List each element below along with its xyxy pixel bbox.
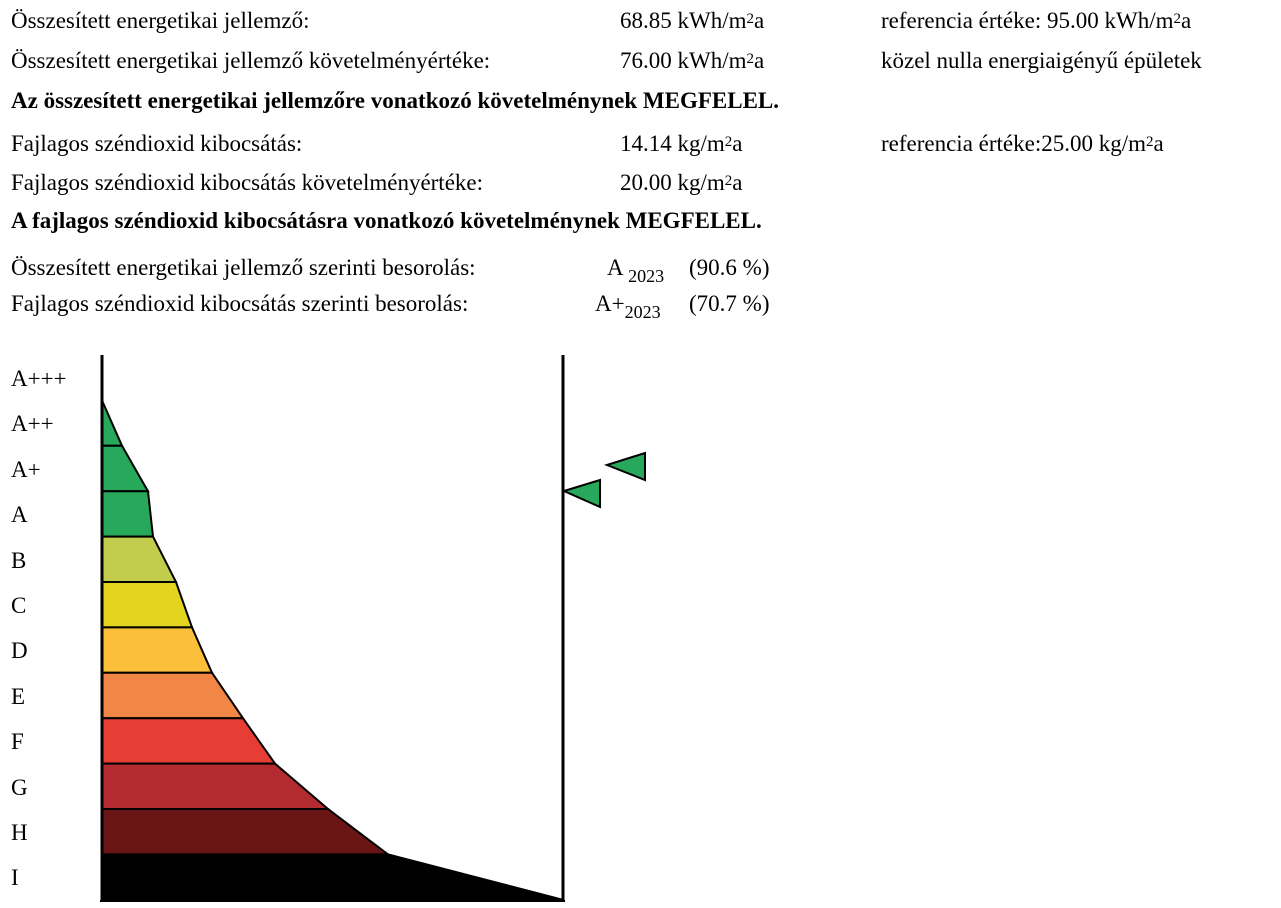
energy-requirement-label: Összesített energetikai jellemző követel… [11, 48, 491, 73]
energy-rating-marker-icon [561, 478, 601, 509]
scale-band-i [101, 853, 564, 901]
scale-band-aplusplus [101, 399, 124, 447]
energy-verdict: Az összesített energetikai jellemzőre vo… [11, 88, 780, 113]
scale-band-f [101, 717, 277, 765]
rating-energy-class: A 2023 [607, 255, 665, 286]
class-label-aplus: A+ [11, 456, 41, 482]
energy-reference: referencia értéke: 95.00 kWh/m2a [881, 8, 1192, 33]
co2-value: 14.14 kg/m2a [620, 131, 743, 156]
class-label-e: E [11, 683, 26, 709]
co2-reference: referencia értéke:25.00 kg/m2a [881, 131, 1164, 156]
co2-label: Fajlagos széndioxid kibocsátás: [11, 131, 303, 156]
scale-band-h [101, 808, 391, 856]
scale-band-g [101, 762, 331, 810]
energy-requirement-value: 76.00 kWh/m2a [620, 48, 765, 73]
rating-energy-label: Összesített energetikai jellemző szerint… [11, 255, 476, 280]
class-label-c: C [11, 593, 27, 618]
class-label-i: I [11, 865, 19, 891]
scale-band-b [101, 535, 178, 583]
scale-bands [101, 399, 564, 901]
class-label-aplusplus: A++ [11, 411, 54, 437]
energy-requirement-note: közel nulla energiaigényű épületek [881, 48, 1202, 73]
scale-band-a [101, 490, 155, 538]
co2-verdict: A fajlagos széndioxid kibocsátásra vonat… [11, 208, 762, 233]
scale-band-c [101, 581, 194, 629]
rating-co2-percent: (70.7 %) [689, 291, 770, 316]
rating-co2-class: A+2023 [595, 291, 661, 322]
class-label-b: B [11, 547, 27, 573]
energy-label: Összesített energetikai jellemző: [11, 8, 310, 33]
class-label-aplusplusplus: A+++ [11, 366, 67, 391]
scale-band-d [101, 626, 214, 674]
co2-requirement-value: 20.00 kg/m2a [620, 170, 743, 195]
scale-band-e [101, 671, 245, 720]
rating-energy-percent: (90.6 %) [689, 255, 770, 280]
class-label-a: A [11, 502, 28, 528]
class-label-g: G [11, 774, 28, 800]
class-label-d: D [11, 638, 28, 664]
co2-rating-marker-icon [604, 451, 646, 482]
rating-co2-label: Fajlagos széndioxid kibocsátás szerinti … [11, 291, 469, 316]
co2-requirement-label: Fajlagos széndioxid kibocsátás követelmé… [11, 170, 484, 195]
class-label-h: H [11, 820, 28, 845]
energy-value: 68.85 kWh/m2a [620, 8, 765, 33]
scale-band-aplus [101, 444, 150, 493]
class-label-f: F [11, 729, 24, 755]
